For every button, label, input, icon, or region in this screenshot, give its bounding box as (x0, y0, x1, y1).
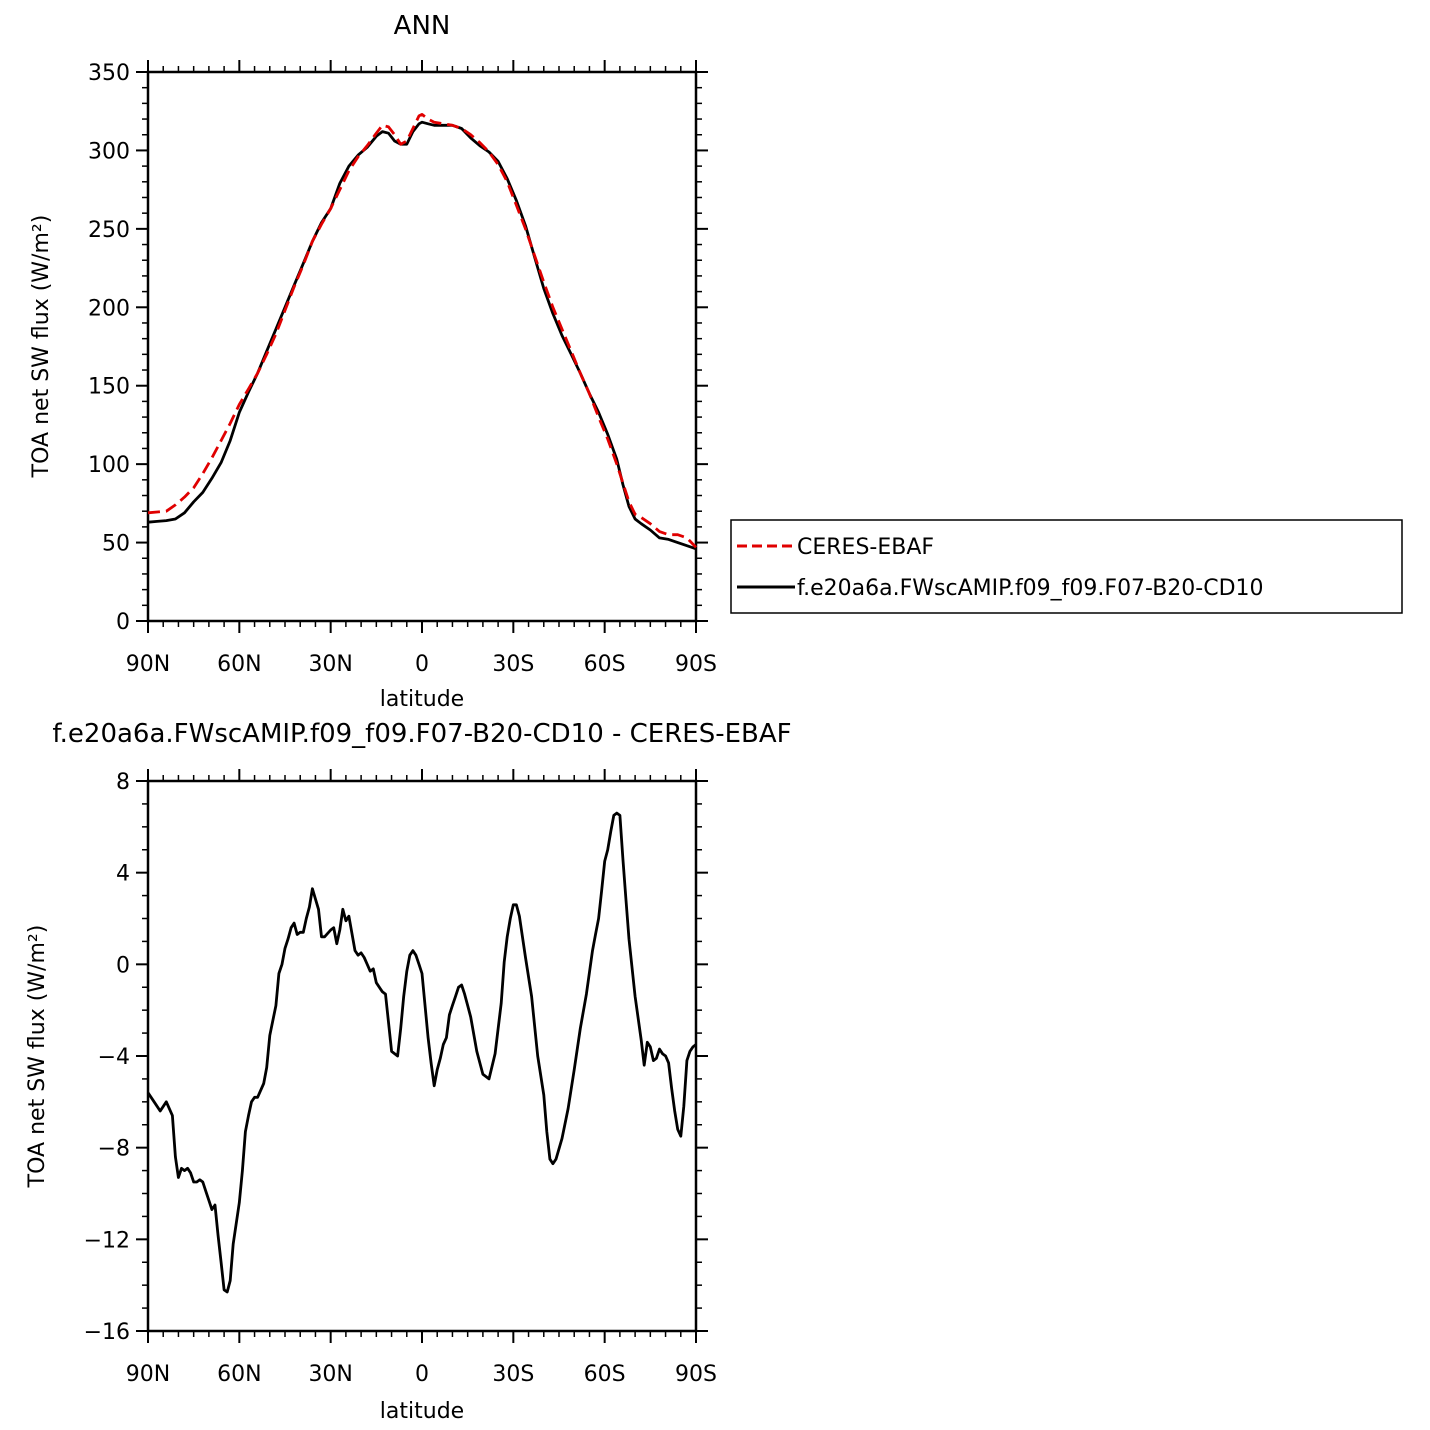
difference-plot-x-tick-label: 90S (675, 1362, 717, 1387)
difference-plot-x-tick-label: 60N (217, 1362, 261, 1387)
flux-plot-y-tick-label: 300 (88, 139, 130, 164)
difference-plot-y-tick-label: −16 (84, 1320, 130, 1345)
flux-plot-y-tick-label: 0 (116, 610, 130, 635)
difference-plot-series (146, 811, 697, 1294)
difference-plot-y-tick-label: −4 (98, 1045, 130, 1070)
difference-plot-x-tick-label: 30S (492, 1362, 534, 1387)
difference-plot-y-tick-label: −12 (84, 1228, 130, 1253)
difference-plot-y-tick-label: 8 (116, 770, 130, 795)
flux-plot-x-tick-label: 30N (308, 652, 352, 677)
flux-plot-y-ticks: 0 50 100 150 200 250 300 350 (88, 61, 708, 635)
difference-plot-x-tick-label: 90N (126, 1362, 170, 1387)
flux-plot: ANN 0 50 100 150 200 250 300 350 90N 60N 30N 0 30S 6… (29, 11, 717, 712)
flux-plot-y-tick-label: 100 (88, 453, 130, 478)
flux-plot-x-tick-label: 90S (675, 652, 717, 677)
difference-plot-title: f.e20a6a.FWscAMIP.f09_f09.F07-B20-CD10 -… (52, 719, 791, 749)
difference-plot-series-difference (146, 811, 697, 1294)
flux-plot-x-axis-title: latitude (380, 687, 464, 712)
difference-plot-y-tick-label: 4 (116, 862, 130, 887)
flux-plot-title: ANN (394, 11, 451, 41)
flux-plot-y-tick-label: 150 (88, 375, 130, 400)
difference-plot-x-tick-label: 60S (584, 1362, 626, 1387)
flux-plot-y-axis-title: TOA net SW flux (W/m²) (29, 215, 54, 479)
difference-plot-y-tick-label: 0 (116, 953, 130, 978)
legend: CERES-EBAF f.e20a6a.FWscAMIP.f09_f09.F07… (730, 519, 1403, 614)
legend-label-ceres-ebaf: CERES-EBAF (797, 535, 934, 560)
difference-plot-x-axis-title: latitude (380, 1399, 464, 1424)
difference-plot-y-tick-label: −8 (98, 1137, 130, 1162)
difference-plot-x-ticks: 90N 60N 30N 0 30S 60S 90S (126, 769, 717, 1387)
flux-plot-y-tick-label: 250 (88, 218, 130, 243)
difference-plot-y-axis-title: TOA net SW flux (W/m²) (25, 925, 50, 1189)
difference-plot: f.e20a6a.FWscAMIP.f09_f09.F07-B20-CD10 -… (25, 719, 792, 1424)
flux-plot-x-tick-label: 60N (217, 652, 261, 677)
flux-plot-y-tick-label: 350 (88, 61, 130, 86)
flux-plot-x-tick-label: 30S (492, 652, 534, 677)
flux-plot-x-ticks: 90N 60N 30N 0 30S 60S 90S (126, 60, 717, 677)
flux-plot-series (147, 113, 698, 551)
flux-plot-x-tick-label: 60S (584, 652, 626, 677)
legend-label-model: f.e20a6a.FWscAMIP.f09_f09.F07-B20-CD10 (797, 576, 1264, 601)
difference-plot-x-tick-label: 0 (415, 1362, 429, 1387)
flux-plot-x-tick-label: 0 (415, 652, 429, 677)
flux-plot-y-tick-label: 50 (102, 532, 130, 557)
flux-plot-series-ceres-ebaf (147, 113, 698, 549)
difference-plot-y-ticks: −16 −12 −8 −4 0 4 8 (84, 770, 708, 1345)
difference-plot-x-tick-label: 30N (308, 1362, 352, 1387)
flux-plot-y-tick-label: 200 (88, 296, 130, 321)
legend-box (730, 519, 1403, 614)
flux-plot-series-f-e20a6a-fwscamip-f09-f09-f07-b20-cd10 (147, 120, 697, 551)
flux-plot-x-tick-label: 90N (126, 652, 170, 677)
